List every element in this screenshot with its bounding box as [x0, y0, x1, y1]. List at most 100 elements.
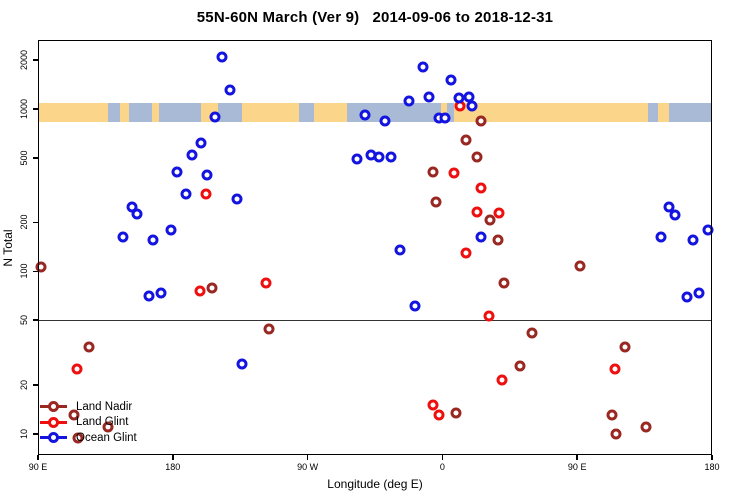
data-point — [493, 207, 505, 219]
data-point — [351, 153, 363, 165]
chart-title: 55N-60N March (Ver 9) 2014-09-06 to 2018… — [196, 9, 554, 26]
x-axis-tick — [576, 455, 578, 460]
data-point — [260, 277, 272, 289]
map-band-segment-ocean — [647, 103, 659, 123]
data-point — [423, 91, 435, 103]
data-point — [180, 188, 192, 200]
x-axis-tick — [711, 455, 713, 460]
data-point — [498, 277, 510, 289]
map-band-segment-ocean — [159, 103, 202, 123]
x-tick-label: 180 — [704, 462, 720, 472]
data-point — [430, 196, 442, 208]
data-point — [526, 327, 538, 339]
data-point — [427, 399, 439, 411]
y-axis-tick — [33, 157, 38, 159]
data-point — [379, 115, 391, 127]
y-axis-tick — [33, 59, 38, 61]
data-point — [83, 341, 95, 353]
data-point — [216, 51, 228, 63]
data-point — [195, 137, 207, 149]
data-point — [209, 111, 221, 123]
data-point — [427, 166, 439, 178]
y-tick-label: 2000 — [19, 49, 29, 70]
legend-label: Land Glint — [76, 416, 129, 429]
legend-row: Ocean Glint — [40, 430, 137, 446]
data-point — [224, 84, 236, 96]
y-tick-label: 50 — [19, 315, 29, 326]
reference-line — [38, 320, 712, 322]
legend-marker-icon — [40, 401, 67, 413]
data-point — [483, 310, 495, 322]
y-axis-tick — [33, 384, 38, 386]
data-point — [475, 115, 487, 127]
x-tick-label: 0 — [439, 462, 445, 472]
data-point — [453, 92, 465, 104]
data-point — [484, 214, 496, 226]
map-band-segment-ocean — [668, 103, 712, 123]
data-point — [385, 151, 397, 163]
data-point — [359, 109, 370, 121]
map-band-segment-land — [241, 103, 299, 123]
data-point — [194, 285, 206, 297]
data-point — [206, 282, 218, 294]
data-point — [655, 231, 667, 243]
data-point — [147, 234, 159, 246]
map-band-segment-land — [454, 103, 648, 123]
y-axis-title: N Total — [1, 229, 15, 267]
data-point — [72, 432, 84, 444]
data-point — [466, 100, 478, 112]
data-point — [71, 363, 83, 375]
data-point — [171, 166, 183, 178]
x-tick-label: 90 E — [28, 462, 48, 472]
data-point — [102, 421, 114, 433]
data-point — [693, 287, 705, 299]
data-point — [460, 134, 472, 146]
data-point — [492, 234, 504, 246]
data-point — [448, 167, 460, 179]
data-point — [445, 74, 457, 86]
data-point — [373, 151, 385, 163]
data-point — [155, 287, 167, 299]
data-point — [231, 193, 243, 205]
map-band-segment-ocean — [217, 103, 242, 123]
data-point — [460, 247, 472, 259]
y-tick-label: 500 — [19, 150, 29, 166]
map-band-segment-ocean — [346, 103, 441, 123]
y-axis-tick — [33, 108, 38, 110]
y-axis-tick — [33, 433, 38, 435]
data-point — [681, 291, 693, 303]
y-tick-label: 1000 — [19, 98, 29, 119]
map-band-segment-land — [38, 103, 109, 123]
x-axis-title: Longitude (deg E) — [327, 477, 423, 491]
legend-label: Land Nadir — [76, 400, 133, 413]
data-point — [117, 231, 129, 243]
map-band-segment-ocean — [108, 103, 121, 123]
data-point — [201, 169, 213, 181]
data-point — [606, 409, 618, 421]
data-point — [417, 61, 429, 73]
data-point — [403, 95, 415, 107]
data-point — [131, 208, 143, 220]
data-point — [471, 206, 483, 218]
plot-area — [38, 40, 712, 455]
data-point — [186, 149, 198, 161]
data-point — [200, 188, 212, 200]
legend-marker-icon — [40, 432, 67, 444]
y-axis-tick — [33, 319, 38, 321]
y-axis-tick — [33, 221, 38, 224]
legend-marker-icon — [40, 416, 67, 428]
x-tick-label: 90 E — [567, 462, 587, 472]
data-point — [236, 358, 248, 370]
legend-label: Ocean Glint — [76, 431, 137, 444]
y-tick-label: 20 — [19, 379, 29, 390]
x-axis-tick — [172, 455, 174, 460]
data-point — [471, 151, 483, 163]
data-point — [433, 409, 445, 421]
data-point — [574, 260, 586, 272]
x-tick-label: 90 W — [297, 462, 319, 472]
data-point — [439, 112, 451, 123]
x-axis-tick — [306, 455, 309, 460]
data-point — [619, 341, 631, 353]
